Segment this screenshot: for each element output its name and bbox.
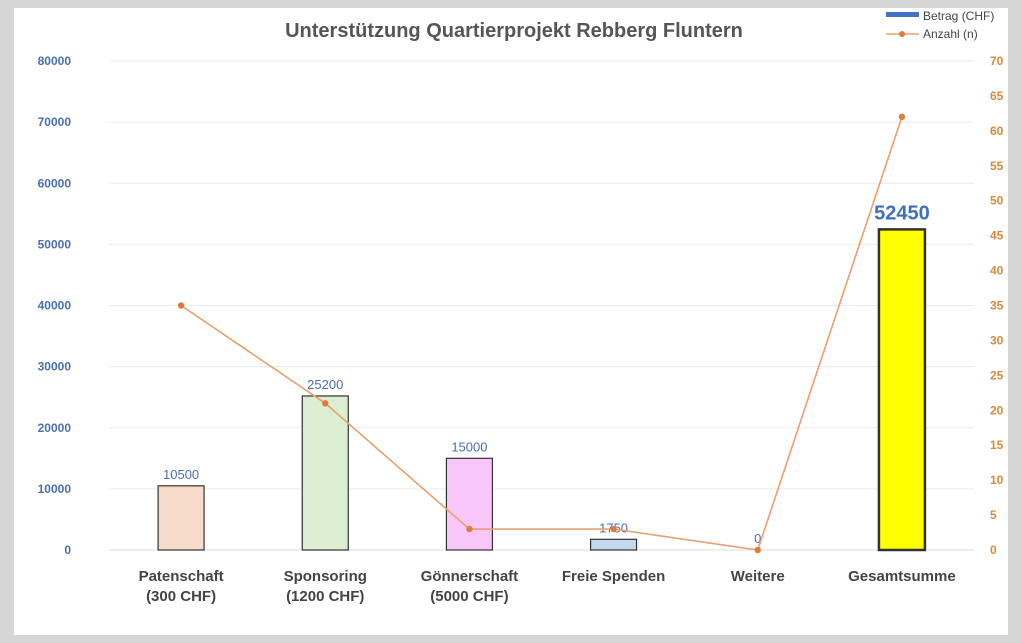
line-point-4	[754, 546, 761, 554]
y-left-tick-label: 0	[64, 543, 71, 557]
chart-panel: Unterstützung Quartierprojekt Rebberg Fl…	[14, 8, 1008, 635]
y-right-tick-label: 5	[990, 508, 997, 522]
y-right-tick-label: 50	[990, 194, 1004, 208]
y-right-tick-label: 25	[990, 368, 1004, 382]
x-tick-label: Gesamtsumme	[848, 568, 956, 585]
x-tick-label: Freie Spenden	[562, 568, 665, 585]
y-right-tick-label: 30	[990, 333, 1004, 347]
y-left-tick-label: 70000	[38, 115, 72, 129]
line-point-5	[898, 113, 906, 121]
y-left-tick-label: 60000	[38, 176, 72, 190]
y-right-tick-label: 45	[990, 229, 1004, 243]
y-right-tick-label: 35	[990, 299, 1004, 313]
y-right-tick-label: 10	[990, 473, 1004, 487]
combo-chart: Unterstützung Quartierprojekt Rebberg Fl…	[38, 9, 1004, 605]
bar-data-label: 15000	[451, 439, 487, 454]
y-left-tick-label: 20000	[38, 421, 72, 435]
x-tick-label: Gönnerschaft	[421, 568, 519, 585]
y-right-tick-label: 20	[990, 403, 1004, 417]
bar-data-label: 0	[754, 531, 761, 546]
x-tick-label: Patenschaft	[139, 568, 224, 585]
y-left-tick-label: 10000	[38, 482, 72, 496]
bar-data-label: 10500	[163, 467, 199, 482]
bar-5	[877, 228, 927, 552]
y-right-tick-label: 0	[990, 543, 997, 557]
legend-label: Betrag (CHF)	[923, 9, 994, 23]
bar-2	[445, 457, 494, 551]
y-right-tick-label: 55	[990, 159, 1004, 173]
legend-label: Anzahl (n)	[923, 27, 978, 41]
bar-3	[589, 538, 638, 551]
x-tick-label: Sponsoring	[284, 568, 367, 585]
x-tick-label: (300 CHF)	[146, 588, 216, 605]
line-point-3	[610, 525, 617, 533]
x-tick-label: (1200 CHF)	[286, 588, 364, 605]
y-left-tick-label: 30000	[38, 360, 72, 374]
y-left-tick-label: 50000	[38, 237, 72, 251]
line-point-2	[466, 525, 473, 533]
bar-data-label: 52450	[874, 202, 930, 224]
y-left-tick-label: 80000	[38, 54, 72, 68]
line-point-1	[322, 400, 329, 407]
y-left-tick-label: 40000	[38, 299, 72, 313]
x-tick-label: Weitere	[731, 568, 785, 585]
y-right-tick-label: 60	[990, 124, 1004, 138]
x-tick-label: (5000 CHF)	[430, 588, 508, 605]
bar-0	[157, 485, 205, 551]
bar-data-label: 25200	[307, 377, 343, 392]
y-right-tick-label: 40	[990, 264, 1004, 278]
legend-swatch-betrag	[886, 12, 919, 17]
line-series-anzahl	[180, 116, 903, 551]
y-right-tick-label: 15	[990, 438, 1004, 452]
y-right-tick-label: 70	[990, 54, 1004, 68]
legend-marker-anzahl	[899, 31, 905, 37]
bar-1	[301, 395, 349, 551]
chart-title: Unterstützung Quartierprojekt Rebberg Fl…	[285, 20, 743, 42]
y-right-tick-label: 65	[990, 89, 1004, 103]
line-point-0	[177, 302, 185, 309]
